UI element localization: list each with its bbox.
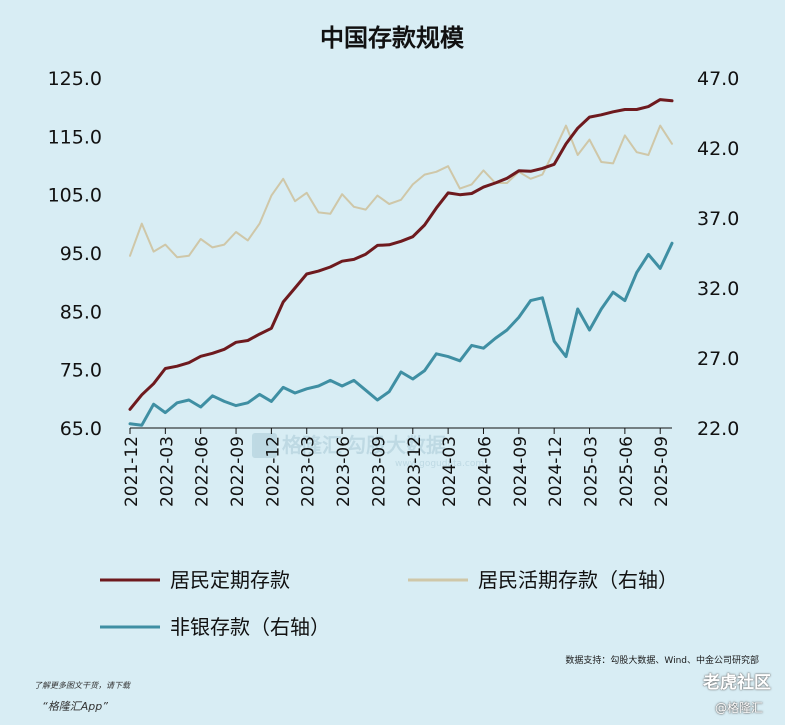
watermark-partner-sub: www.gogudata.com: [395, 459, 484, 469]
x-tick-label: 2025-03: [582, 436, 602, 507]
x-tick-label: 2025-06: [617, 436, 637, 507]
y-right-tick-label: 47.0: [697, 68, 739, 90]
promo-line-1: 了解更多图文干货，请下载: [34, 681, 130, 690]
watermark: 格隆汇 勾股大数据 www.gogudata.com: [252, 433, 484, 469]
y-right-tick-label: 27.0: [697, 348, 739, 370]
watermark-partner: 勾股大数据: [346, 433, 446, 457]
promo-line-2: “格隆汇App”: [42, 700, 108, 713]
x-tick-label: 2022-09: [228, 436, 248, 507]
legend-label: 居民活期存款（右轴）: [478, 568, 678, 592]
x-tick-label: 2023-03: [299, 436, 319, 507]
watermark-brand: 格隆汇: [282, 433, 342, 457]
y-right-tick-label: 22.0: [697, 418, 739, 440]
x-tick-label: 2024-06: [475, 436, 495, 507]
y-left-tick-label: 105.0: [48, 185, 102, 207]
x-tick-label: 2022-06: [193, 436, 213, 507]
forum-tag: 老虎社区: [703, 673, 771, 693]
series-line-3: [128, 241, 674, 427]
x-tick-label: 2023-12: [405, 436, 425, 507]
legend-label: 非银存款（右轴）: [170, 615, 330, 639]
legend-label: 居民定期存款: [170, 568, 290, 592]
series-lines: [128, 98, 674, 427]
x-tick-label: 2025-09: [652, 436, 672, 507]
chart-title: 中国存款规模: [320, 24, 465, 52]
data-source: 数据支持：勾股大数据、Wind、中金公司研究部: [565, 656, 759, 666]
x-tick-label: 2021-12: [122, 436, 142, 507]
brand-tag: @格隆汇: [714, 701, 763, 715]
x-tick-label: 2022-12: [263, 436, 283, 507]
x-tick-label: 2024-09: [511, 436, 531, 507]
series-line-1: [128, 98, 674, 411]
series-line-2: [129, 124, 673, 259]
watermark-logo-icon: [252, 433, 277, 458]
y-left-tick-label: 95.0: [60, 243, 102, 265]
y-left-tick-label: 85.0: [60, 301, 102, 323]
axes: 125.0 115.0 105.0 95.0 85.0 75.0 65.0 47.0 42.0 3…: [48, 68, 740, 507]
y-left-tick-label: 115.0: [48, 126, 102, 148]
y-right-tick-label: 42.0: [697, 138, 739, 160]
x-tick-label: 2024-12: [546, 436, 566, 507]
y-right-tick-label: 37.0: [697, 208, 739, 230]
x-tick-label: 2024-03: [440, 436, 460, 507]
legend: 居民定期存款 居民活期存款（右轴） 非银存款（右轴）: [100, 568, 678, 639]
y-left-tick-label: 65.0: [60, 418, 102, 440]
x-tick-label: 2022-03: [157, 436, 177, 507]
y-right-tick-label: 32.0: [697, 278, 739, 300]
x-tick-label: 2023-06: [334, 436, 354, 507]
y-left-tick-label: 75.0: [60, 360, 102, 382]
x-tick-label: 2023-09: [369, 436, 389, 507]
y-left-tick-label: 125.0: [48, 68, 102, 90]
